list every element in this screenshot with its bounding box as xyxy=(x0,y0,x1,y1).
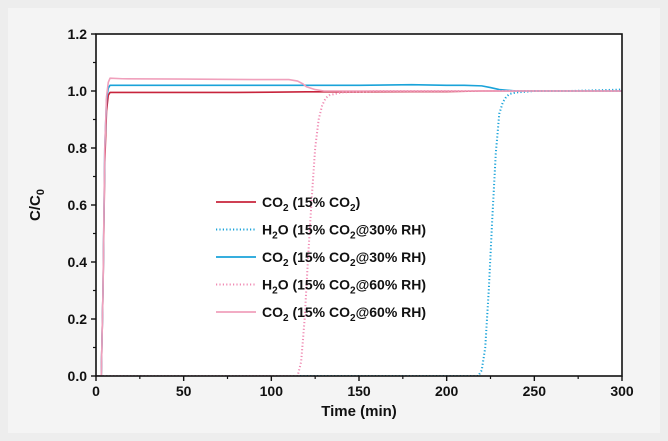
series-line-5 xyxy=(96,77,622,376)
y-tick-label-3: 0.6 xyxy=(68,197,88,213)
y-tick-label-6: 1.2 xyxy=(68,26,88,42)
x-tick-label-200: 200 xyxy=(435,383,459,399)
x-tick-label-50: 50 xyxy=(176,383,192,399)
y-tick-label-4: 0.8 xyxy=(68,140,88,156)
x-tick-label-100: 100 xyxy=(260,383,284,399)
y-tick-label-5: 1.0 xyxy=(68,83,88,99)
y-tick-label-0: 0.0 xyxy=(68,368,88,384)
x-tick-label-300: 300 xyxy=(610,383,634,399)
legend-label-1: CO2 (15% CO2) xyxy=(262,194,360,214)
legend-label-4: H2O (15% CO2@60% RH) xyxy=(262,277,426,297)
x-tick-label-250: 250 xyxy=(523,383,547,399)
x-axis-title: Time (min) xyxy=(321,403,397,420)
legend-label-3: CO2 (15% CO2@30% RH) xyxy=(262,249,426,269)
series-line-2 xyxy=(96,88,622,376)
x-tick-label-0: 0 xyxy=(92,383,100,399)
legend: CO2 (15% CO2) H2O (15% CO2@30% RH) CO2 (15… xyxy=(216,194,426,324)
series-layer xyxy=(96,77,622,376)
figure-card: 0 50 100 150 200 250 300 0.0 0.2 0.4 0.6 0.8 1.0 1.2 T… xyxy=(8,8,660,433)
x-tick-label-150: 150 xyxy=(347,383,371,399)
y-tick-label-1: 0.2 xyxy=(68,311,88,327)
y-axis-title: C/C0 xyxy=(27,189,47,221)
series-line-4 xyxy=(96,90,622,376)
axes-layer: 0 50 100 150 200 250 300 0.0 0.2 0.4 0.6 0.8 1.0 1.2 T… xyxy=(27,26,634,420)
y-tick-label-2: 0.4 xyxy=(68,254,88,270)
legend-label-2: H2O (15% CO2@30% RH) xyxy=(262,222,426,242)
line-chart: 0 50 100 150 200 250 300 0.0 0.2 0.4 0.6 0.8 1.0 1.2 T… xyxy=(27,26,634,420)
legend-label-5: CO2 (15% CO2@60% RH) xyxy=(262,304,426,324)
